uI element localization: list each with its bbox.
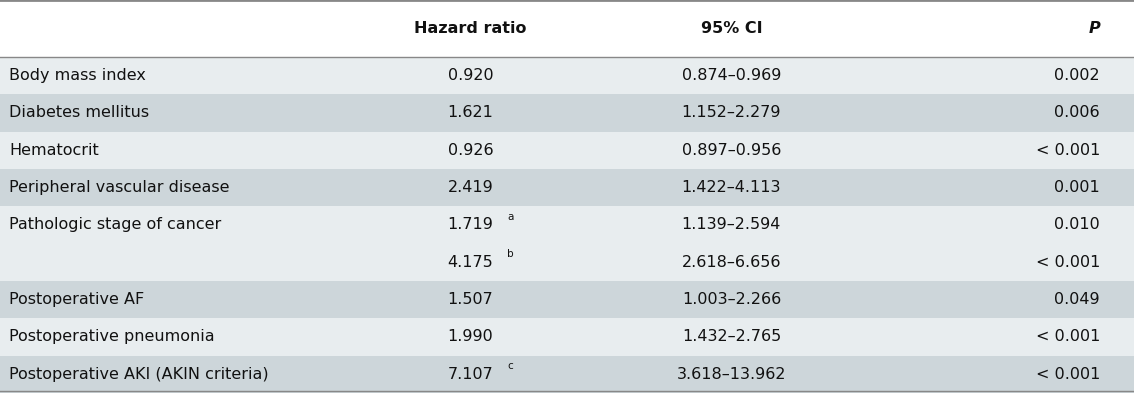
Text: 1.422–4.113: 1.422–4.113 (682, 180, 781, 195)
Bar (0, 132, 1134, 169)
Bar (0, 0, 1134, 57)
Text: 0.001: 0.001 (1055, 180, 1100, 195)
Text: 1.152–2.279: 1.152–2.279 (682, 105, 781, 121)
Text: Hazard ratio: Hazard ratio (414, 21, 527, 36)
Text: a: a (507, 212, 514, 222)
Text: 1.719: 1.719 (448, 217, 493, 233)
Text: 2.419: 2.419 (448, 180, 493, 195)
Text: 0.920: 0.920 (448, 68, 493, 83)
Text: 1.990: 1.990 (448, 329, 493, 345)
Text: 0.049: 0.049 (1055, 292, 1100, 307)
Text: 4.175: 4.175 (448, 255, 493, 270)
Text: Postoperative AKI (AKIN criteria): Postoperative AKI (AKIN criteria) (9, 367, 269, 382)
Text: 1.432–2.765: 1.432–2.765 (682, 329, 781, 345)
Text: P: P (1089, 21, 1100, 36)
Text: 0.006: 0.006 (1055, 105, 1100, 121)
Text: Pathologic stage of cancer: Pathologic stage of cancer (9, 217, 221, 233)
Text: 2.618–6.656: 2.618–6.656 (682, 255, 781, 270)
Text: < 0.001: < 0.001 (1035, 329, 1100, 345)
Text: Peripheral vascular disease: Peripheral vascular disease (9, 180, 229, 195)
Bar (0, 206, 1134, 244)
Bar (0, 318, 1134, 356)
Bar (0, 281, 1134, 318)
Text: 0.002: 0.002 (1055, 68, 1100, 83)
Text: Postoperative AF: Postoperative AF (9, 292, 144, 307)
Text: Hematocrit: Hematocrit (9, 143, 99, 158)
Text: 95% CI: 95% CI (701, 21, 762, 36)
Text: 1.003–2.266: 1.003–2.266 (682, 292, 781, 307)
Text: 7.107: 7.107 (448, 367, 493, 382)
Text: < 0.001: < 0.001 (1035, 255, 1100, 270)
Text: 3.618–13.962: 3.618–13.962 (677, 367, 786, 382)
Text: 0.874–0.969: 0.874–0.969 (682, 68, 781, 83)
Bar (0, 94, 1134, 132)
Text: < 0.001: < 0.001 (1035, 143, 1100, 158)
Text: b: b (507, 249, 514, 259)
Bar (0, 57, 1134, 94)
Text: 1.621: 1.621 (448, 105, 493, 121)
Text: Body mass index: Body mass index (9, 68, 146, 83)
Text: 0.010: 0.010 (1055, 217, 1100, 233)
Text: 0.897–0.956: 0.897–0.956 (682, 143, 781, 158)
Bar (0, 244, 1134, 281)
Text: 0.926: 0.926 (448, 143, 493, 158)
Text: c: c (507, 361, 513, 371)
Bar (0, 356, 1134, 393)
Text: Diabetes mellitus: Diabetes mellitus (9, 105, 150, 121)
Bar (0, 169, 1134, 206)
Text: 1.507: 1.507 (448, 292, 493, 307)
Text: < 0.001: < 0.001 (1035, 367, 1100, 382)
Text: Postoperative pneumonia: Postoperative pneumonia (9, 329, 214, 345)
Text: 1.139–2.594: 1.139–2.594 (682, 217, 781, 233)
